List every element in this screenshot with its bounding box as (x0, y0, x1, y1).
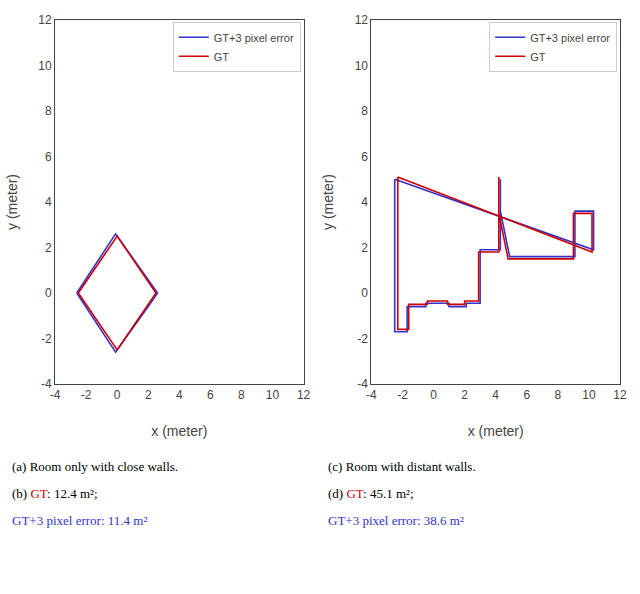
svg-text:12: 12 (38, 13, 52, 27)
svg-text:2: 2 (361, 241, 368, 255)
svg-text:6: 6 (361, 150, 368, 164)
svg-text:-4: -4 (50, 388, 61, 402)
svg-text:0: 0 (361, 286, 368, 300)
svg-text:2: 2 (461, 388, 468, 402)
svg-text:-4: -4 (366, 388, 377, 402)
svg-text:10: 10 (38, 59, 52, 73)
svg-text:8: 8 (555, 388, 562, 402)
svg-text:x (meter): x (meter) (468, 423, 524, 439)
svg-text:(a) Room only with close walls: (a) Room only with close walls. (12, 459, 178, 474)
svg-text:GT: GT (530, 51, 546, 63)
svg-text:-2: -2 (81, 388, 92, 402)
svg-text:-4: -4 (357, 377, 368, 391)
svg-text:4: 4 (492, 388, 499, 402)
svg-text:10: 10 (582, 388, 596, 402)
svg-text:x (meter): x (meter) (151, 423, 207, 439)
svg-text:8: 8 (361, 104, 368, 118)
svg-text:-2: -2 (357, 332, 368, 346)
svg-text:GT+3 pixel error: GT+3 pixel error (530, 32, 610, 44)
svg-text:4: 4 (361, 195, 368, 209)
svg-text:10: 10 (355, 59, 369, 73)
svg-text:(d) GT: 45.1 m²;: (d) GT: 45.1 m²; (328, 486, 414, 501)
svg-text:6: 6 (207, 388, 214, 402)
svg-text:0: 0 (114, 388, 121, 402)
svg-text:0: 0 (45, 286, 52, 300)
svg-text:10: 10 (266, 388, 280, 402)
svg-text:12: 12 (613, 388, 627, 402)
svg-text:GT+3 pixel error: GT+3 pixel error (214, 32, 294, 44)
svg-text:y (meter): y (meter) (4, 174, 20, 230)
svg-text:6: 6 (523, 388, 530, 402)
svg-text:y (meter): y (meter) (320, 174, 336, 230)
svg-text:6: 6 (45, 150, 52, 164)
svg-text:12: 12 (355, 13, 369, 27)
svg-text:(c) Room with distant walls.: (c) Room with distant walls. (328, 459, 476, 474)
svg-text:-4: -4 (41, 377, 52, 391)
svg-text:(b) GT: 12.4 m²;: (b) GT: 12.4 m²; (12, 486, 98, 501)
svg-text:0: 0 (430, 388, 437, 402)
svg-text:12: 12 (297, 388, 311, 402)
svg-text:8: 8 (238, 388, 245, 402)
svg-text:8: 8 (45, 104, 52, 118)
svg-text:4: 4 (45, 195, 52, 209)
svg-text:-2: -2 (397, 388, 408, 402)
svg-text:2: 2 (145, 388, 152, 402)
svg-text:2: 2 (45, 241, 52, 255)
svg-text:GT+3 pixel error: 11.4 m²: GT+3 pixel error: 11.4 m² (12, 513, 147, 528)
svg-text:GT+3 pixel error: 38.6 m²: GT+3 pixel error: 38.6 m² (328, 513, 464, 528)
svg-text:-2: -2 (41, 332, 52, 346)
svg-text:GT: GT (214, 51, 230, 63)
svg-text:4: 4 (176, 388, 183, 402)
